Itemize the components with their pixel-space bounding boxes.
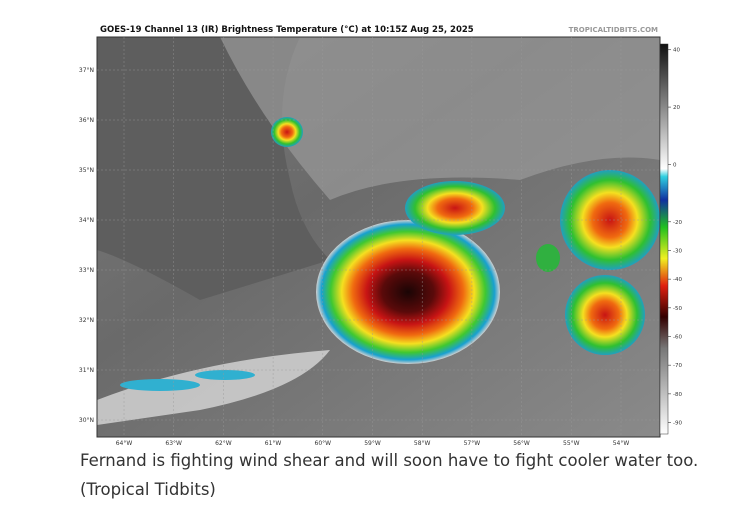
cloud-cell bbox=[271, 117, 303, 147]
colorbar-tick-label: -80 bbox=[673, 392, 682, 398]
lon-label: 61°W bbox=[265, 440, 282, 445]
lon-label: 63°W bbox=[165, 440, 182, 445]
colorbar-tick-label: -70 bbox=[673, 363, 682, 369]
lon-label: 64°W bbox=[116, 440, 133, 445]
colorbar-tick-label: 0 bbox=[673, 162, 677, 168]
colorbar-tick-label: 20 bbox=[673, 105, 680, 111]
lon-label: 56°W bbox=[513, 440, 530, 445]
colorbar-tick-label: -20 bbox=[673, 220, 682, 226]
lat-label: 37°N bbox=[79, 67, 94, 74]
cloud-cell bbox=[120, 379, 200, 391]
lat-label: 33°N bbox=[79, 267, 94, 274]
low-cloud bbox=[97, 350, 330, 425]
lon-label: 57°W bbox=[464, 440, 481, 445]
lat-label: 32°N bbox=[79, 317, 94, 324]
source-label: TROPICALTIDBITS.COM bbox=[569, 26, 658, 34]
colorbar-tick-label: -50 bbox=[673, 306, 682, 312]
lon-label: 55°W bbox=[563, 440, 580, 445]
figure-title: GOES-19 Channel 13 (IR) Brightness Tempe… bbox=[100, 25, 474, 35]
lat-label: 35°N bbox=[79, 167, 94, 174]
lat-label: 36°N bbox=[79, 117, 94, 124]
caption: (Tropical Tidbits) bbox=[80, 480, 216, 499]
lat-label: 30°N bbox=[79, 417, 94, 424]
colorbar-tick-label: -30 bbox=[673, 248, 682, 254]
caption: Fernand is fighting wind shear and will … bbox=[80, 451, 699, 470]
lon-label: 54°W bbox=[613, 440, 630, 445]
colorbar bbox=[659, 43, 669, 435]
hurricane-core bbox=[316, 220, 500, 364]
colorbar-tick-label: -60 bbox=[673, 335, 682, 341]
lon-label: 58°W bbox=[414, 440, 431, 445]
cloud-cell bbox=[565, 275, 645, 355]
cloud-cell bbox=[195, 370, 255, 380]
colorbar-tick-label: 40 bbox=[673, 48, 680, 54]
colorbar-tick-label: -90 bbox=[673, 421, 682, 427]
lon-label: 59°W bbox=[364, 440, 381, 445]
cloud-band bbox=[220, 37, 660, 200]
lat-label: 34°N bbox=[79, 217, 94, 224]
lat-label: 31°N bbox=[79, 367, 94, 374]
lon-label: 62°W bbox=[215, 440, 232, 445]
lon-label: 60°W bbox=[315, 440, 332, 445]
colorbar-tick-label: -40 bbox=[673, 277, 682, 283]
cloud-cell bbox=[536, 244, 560, 272]
cloud-cell bbox=[405, 181, 505, 235]
satellite-figure: GOES-19 Channel 13 (IR) Brightness Tempe… bbox=[79, 25, 683, 447]
